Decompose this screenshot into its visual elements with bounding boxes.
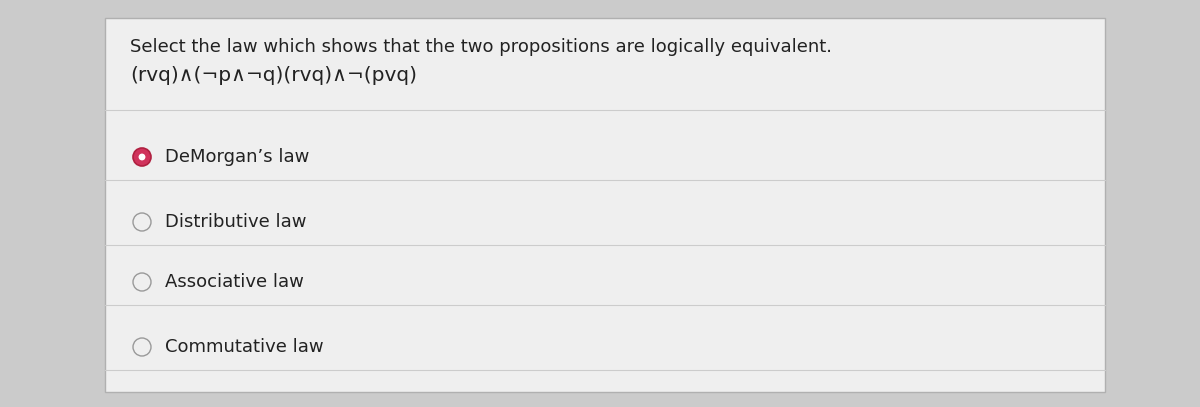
Text: Commutative law: Commutative law: [166, 338, 324, 356]
Circle shape: [133, 148, 151, 166]
Text: (rvq)∧(¬p∧¬q)(rvq)∧¬(pvq): (rvq)∧(¬p∧¬q)(rvq)∧¬(pvq): [130, 66, 418, 85]
Text: DeMorgan’s law: DeMorgan’s law: [166, 148, 310, 166]
Circle shape: [133, 338, 151, 356]
Circle shape: [133, 213, 151, 231]
Text: Associative law: Associative law: [166, 273, 304, 291]
FancyBboxPatch shape: [106, 18, 1105, 392]
Text: Distributive law: Distributive law: [166, 213, 306, 231]
Circle shape: [133, 273, 151, 291]
Text: Select the law which shows that the two propositions are logically equivalent.: Select the law which shows that the two …: [130, 38, 832, 56]
Circle shape: [138, 153, 145, 160]
